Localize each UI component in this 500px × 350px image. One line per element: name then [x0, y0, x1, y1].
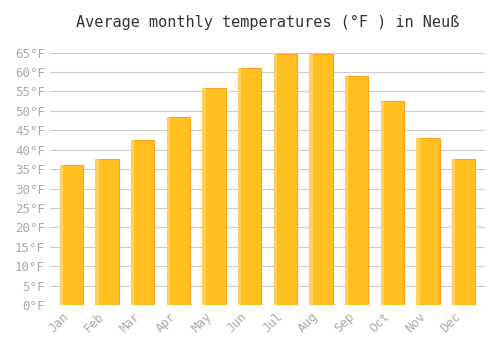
- Bar: [452, 159, 475, 305]
- Bar: [238, 68, 261, 305]
- Bar: [96, 159, 99, 305]
- Bar: [416, 138, 420, 305]
- Bar: [274, 55, 297, 305]
- Bar: [238, 68, 242, 305]
- Bar: [60, 165, 83, 305]
- Title: Average monthly temperatures (°F ) in Neuß: Average monthly temperatures (°F ) in Ne…: [76, 15, 459, 30]
- Bar: [131, 140, 134, 305]
- Bar: [60, 165, 63, 305]
- Bar: [345, 76, 348, 305]
- Bar: [310, 55, 332, 305]
- Bar: [416, 138, 440, 305]
- Bar: [166, 117, 170, 305]
- Bar: [202, 88, 206, 305]
- Bar: [274, 55, 277, 305]
- Bar: [131, 140, 154, 305]
- Bar: [345, 76, 368, 305]
- Bar: [452, 159, 456, 305]
- Bar: [202, 88, 226, 305]
- Bar: [166, 117, 190, 305]
- Bar: [96, 159, 118, 305]
- Bar: [380, 101, 404, 305]
- Bar: [380, 101, 384, 305]
- Bar: [310, 55, 313, 305]
